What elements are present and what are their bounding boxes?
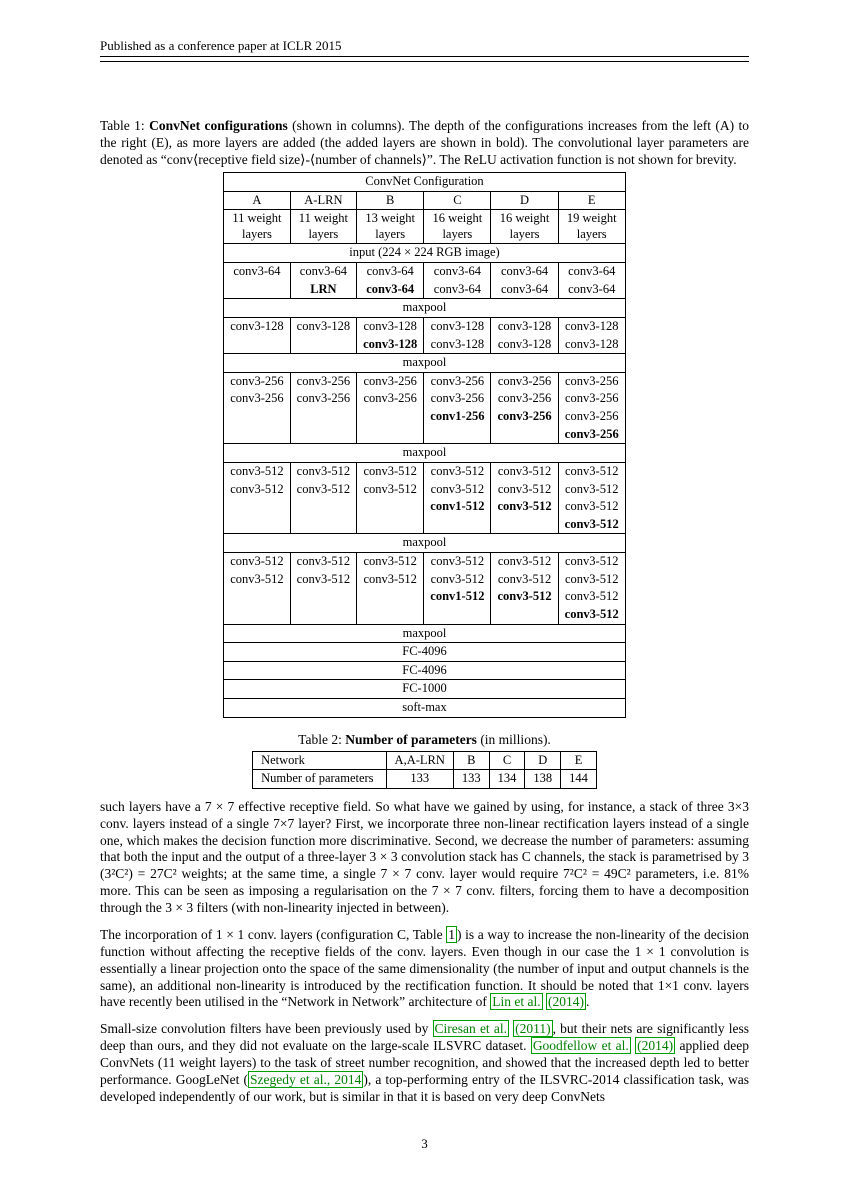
cite-ciresan-year[interactable]: (2011): [513, 1020, 553, 1037]
body-para-2: The incorporation of 1 × 1 conv. layers …: [100, 927, 749, 1011]
convnet-config-table: ConvNet ConfigurationAA-LRNBCDE11 weight…: [223, 172, 626, 718]
page-number: 3: [100, 1136, 749, 1152]
table2-caption: Table 2: Number of parameters (in millio…: [100, 732, 749, 749]
cite-lin[interactable]: Lin et al.: [490, 993, 542, 1010]
ref-table1[interactable]: 1: [446, 926, 457, 943]
cite-goodfellow-year[interactable]: (2014): [635, 1037, 675, 1054]
params-table: Network A,A-LRN B C D E Number of parame…: [252, 751, 597, 789]
table1-caption: Table 1: ConvNet configurations (shown i…: [100, 118, 749, 169]
cite-lin-year[interactable]: (2014): [546, 993, 586, 1010]
running-header: Published as a conference paper at ICLR …: [100, 38, 749, 57]
body-para-1: such layers have a 7 × 7 effective recep…: [100, 799, 749, 917]
cite-ciresan[interactable]: Ciresan et al.: [433, 1020, 509, 1037]
cite-goodfellow[interactable]: Goodfellow et al.: [531, 1037, 631, 1054]
body-para-3: Small-size convolution filters have been…: [100, 1021, 749, 1105]
cite-szegedy[interactable]: Szegedy et al., 2014: [248, 1071, 363, 1088]
